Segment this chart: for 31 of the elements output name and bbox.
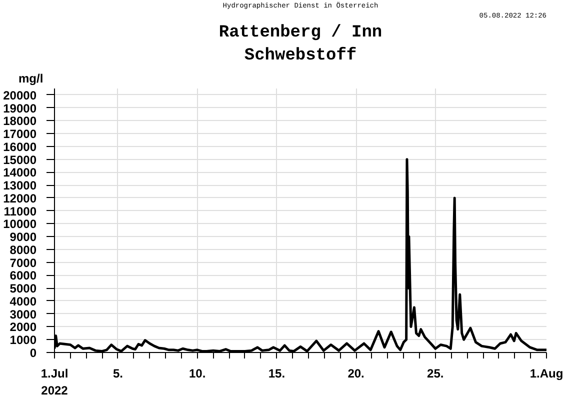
y-tick-label: 5000 <box>10 282 37 296</box>
y-tick-label: 20000 <box>3 88 37 102</box>
y-tick-label: 3000 <box>10 307 37 322</box>
x-tick-label: 15. <box>268 366 286 380</box>
y-tick-label: 12000 <box>3 191 37 206</box>
y-tick-label: 2000 <box>10 320 37 334</box>
y-tick-label: 4000 <box>10 294 37 308</box>
y-tick-label: 14000 <box>3 166 37 180</box>
y-tick-label: 7000 <box>10 256 37 270</box>
y-tick-label: 18000 <box>3 114 37 128</box>
x-tick-label: 1.Jul 2022 <box>40 366 68 398</box>
y-tick-label: 10000 <box>3 217 37 232</box>
y-tick-label: 0 <box>30 346 37 360</box>
y-tick-label: 17000 <box>3 127 37 142</box>
y-axis-title: mg/l <box>18 72 44 86</box>
y-tick-label: 15000 <box>3 152 37 167</box>
chart-subtitle: Schwebstoff <box>244 46 357 66</box>
y-tick-label: 9000 <box>10 230 37 244</box>
y-tick-label: 16000 <box>3 140 37 154</box>
chart-title: Rattenberg / Inn <box>218 24 382 42</box>
y-tick-label: 19000 <box>3 101 37 116</box>
x-tick-label: 5. <box>112 366 123 380</box>
x-tick-label: 25. <box>427 366 444 380</box>
y-tick-label: 11000 <box>4 204 37 218</box>
y-tick-label: 8000 <box>10 242 37 257</box>
x-tick-label: 10. <box>189 366 206 380</box>
x-tick-label: 1.Aug <box>530 366 564 380</box>
y-tick-label: 6000 <box>10 268 37 283</box>
y-tick-label: 1000 <box>10 333 37 348</box>
y-tick-label: 13000 <box>3 178 37 193</box>
x-tick-label: 20. <box>348 366 364 380</box>
